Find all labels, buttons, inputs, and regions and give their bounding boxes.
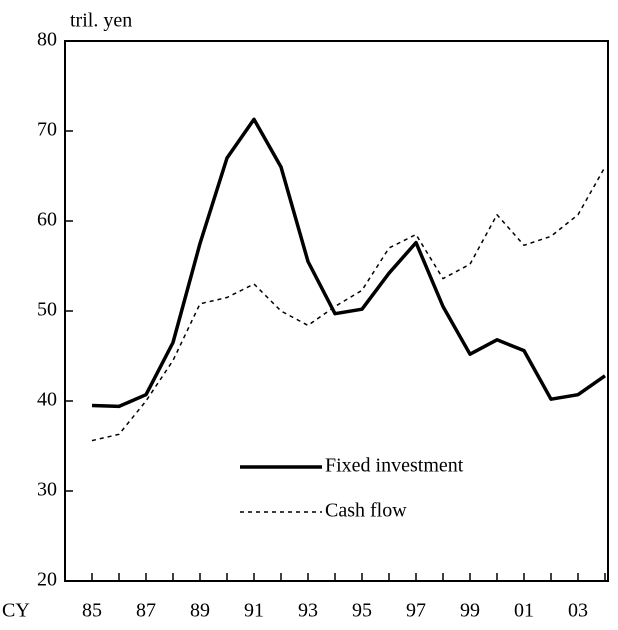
y-tick-label: 30 <box>37 479 57 501</box>
y-tick-label: 80 <box>37 29 57 51</box>
legend-label: Cash flow <box>325 500 407 522</box>
y-tick-label: 20 <box>37 569 57 591</box>
x-tick-label: 89 <box>190 600 210 622</box>
x-axis-label: CY <box>2 600 30 622</box>
x-tick-label: 93 <box>298 600 318 622</box>
data-line <box>91 166 606 442</box>
y-unit-label: tril. yen <box>70 10 132 32</box>
y-tick-label: 70 <box>37 119 57 141</box>
x-tick-label: 87 <box>136 600 156 622</box>
x-tick-label: 91 <box>244 600 264 622</box>
x-tick-label: 95 <box>352 600 372 622</box>
x-tick-label: 85 <box>82 600 102 622</box>
data-line <box>91 117 607 409</box>
x-tick-label: 03 <box>568 600 588 622</box>
x-tick-label: 97 <box>406 600 426 622</box>
y-tick-label: 40 <box>37 389 57 411</box>
x-tick-label: 99 <box>460 600 480 622</box>
y-tick-label: 60 <box>37 209 57 231</box>
y-tick-label: 50 <box>37 299 57 321</box>
legend-label: Fixed investment <box>325 455 464 477</box>
x-tick-label: 01 <box>514 600 534 622</box>
